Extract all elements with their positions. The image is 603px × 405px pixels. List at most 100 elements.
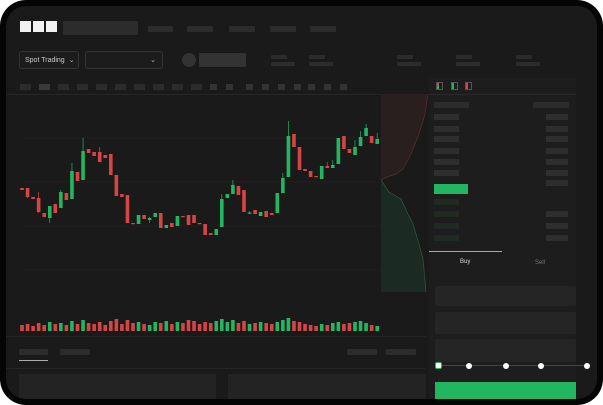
ask-amount[interactable]: [546, 136, 568, 142]
amount-slider-track[interactable]: [438, 365, 590, 366]
ask-amount[interactable]: [546, 170, 568, 176]
chart-interval-button[interactable]: [20, 84, 31, 90]
divider: [6, 368, 426, 369]
nav-item[interactable]: [310, 26, 336, 32]
candle: [208, 233, 213, 235]
slider-stop[interactable]: [503, 363, 509, 369]
bid-price[interactable]: [434, 223, 459, 229]
volume-bar: [275, 322, 280, 331]
chart-tool-icon[interactable]: [226, 84, 233, 90]
candlestick-chart[interactable]: [6, 94, 382, 339]
chart-tool-icon[interactable]: [210, 84, 217, 90]
candle: [275, 193, 280, 213]
candle-body: [59, 192, 63, 208]
chart-interval-button[interactable]: [172, 84, 183, 90]
chart-tool-icon[interactable]: [294, 84, 301, 90]
chart-tool-icon[interactable]: [278, 84, 285, 90]
chart-tool-icon[interactable]: [262, 84, 269, 90]
chart-tool-icon[interactable]: [308, 84, 315, 90]
pair-dropdown[interactable]: ⌄: [85, 51, 163, 69]
nav-item[interactable]: [187, 26, 213, 32]
candle-body: [120, 194, 124, 197]
volume-bar: [114, 319, 119, 331]
bid-amount[interactable]: [546, 223, 568, 229]
chart-interval-button[interactable]: [134, 84, 145, 90]
orderbook-header-price: [434, 102, 469, 108]
app-screen: Spot Trading ⌄ ⌄ Buy Sell: [6, 6, 597, 399]
search-bar[interactable]: [63, 21, 138, 35]
candle: [181, 216, 185, 218]
candle: [70, 163, 74, 199]
bid-price[interactable]: [434, 211, 459, 217]
ask-amount[interactable]: [546, 159, 568, 165]
ask-amount[interactable]: [546, 114, 568, 120]
amount-slider-handle[interactable]: [435, 362, 442, 369]
chevron-down-icon: ⌄: [68, 56, 75, 64]
chart-tool-icon[interactable]: [324, 84, 331, 90]
total-input[interactable]: [435, 339, 576, 362]
candle-body: [164, 225, 169, 228]
nav-item[interactable]: [270, 26, 296, 32]
filter-control[interactable]: [347, 349, 377, 355]
volume-bar: [20, 325, 24, 331]
orderbook-bids-icon[interactable]: [451, 82, 458, 90]
okx-logo[interactable]: [20, 21, 58, 34]
tab-sell[interactable]: Sell: [535, 260, 546, 266]
amount-input[interactable]: [435, 312, 576, 334]
bid-amount[interactable]: [546, 211, 568, 217]
filter-control[interactable]: [386, 349, 416, 355]
tab-order-history[interactable]: [60, 349, 90, 355]
price-input[interactable]: [435, 286, 576, 306]
tab-buy[interactable]: Buy: [460, 259, 471, 265]
chart-tool-icon[interactable]: [340, 84, 347, 90]
chart-interval-button[interactable]: [115, 84, 126, 90]
volume-bar: [186, 320, 191, 331]
bid-amount[interactable]: [546, 235, 568, 241]
chart-interval-button[interactable]: [39, 84, 50, 90]
bid-price[interactable]: [434, 199, 459, 205]
nav-item[interactable]: [229, 26, 255, 32]
volume-bar: [236, 323, 241, 331]
slider-stop[interactable]: [466, 363, 472, 369]
tab-open-orders[interactable]: [19, 349, 48, 355]
candle: [203, 224, 207, 235]
chart-tool-icon[interactable]: [246, 84, 253, 90]
ask-price[interactable]: [434, 159, 459, 165]
slider-stop[interactable]: [538, 363, 544, 369]
orderbook-both-icon[interactable]: [436, 82, 443, 90]
slider-stop[interactable]: [584, 363, 590, 369]
nav-item[interactable]: [148, 26, 173, 32]
candle-body: [353, 147, 357, 155]
candle-body: [331, 165, 335, 168]
bid-price[interactable]: [434, 235, 459, 241]
candle: [125, 195, 130, 223]
chart-interval-button[interactable]: [191, 84, 202, 90]
stat-label: [456, 55, 472, 59]
chart-interval-button[interactable]: [58, 84, 69, 90]
ask-price[interactable]: [434, 148, 459, 154]
candle: [97, 147, 102, 162]
active-tab-indicator: [19, 360, 48, 361]
candle: [136, 215, 141, 224]
candle: [158, 213, 163, 228]
ask-amount[interactable]: [546, 148, 568, 154]
buy-button[interactable]: [435, 382, 576, 399]
chart-interval-button[interactable]: [77, 84, 88, 90]
ask-amount[interactable]: [546, 180, 568, 186]
chart-interval-button[interactable]: [153, 84, 164, 90]
orderbook-asks-icon[interactable]: [465, 82, 472, 90]
ask-amount[interactable]: [546, 126, 568, 132]
ask-price[interactable]: [434, 114, 459, 120]
market-type-dropdown[interactable]: Spot Trading ⌄: [19, 51, 79, 69]
pair-price: [199, 53, 246, 67]
ask-price[interactable]: [434, 136, 459, 142]
chart-interval-button[interactable]: [96, 84, 107, 90]
candle-body: [36, 198, 41, 212]
candle-body: [314, 176, 318, 178]
volume-bar: [103, 325, 108, 331]
candle-body: [297, 147, 302, 170]
candle-body: [358, 137, 363, 146]
ask-price[interactable]: [434, 170, 459, 176]
candle-body: [319, 166, 324, 179]
ask-price[interactable]: [434, 126, 459, 132]
